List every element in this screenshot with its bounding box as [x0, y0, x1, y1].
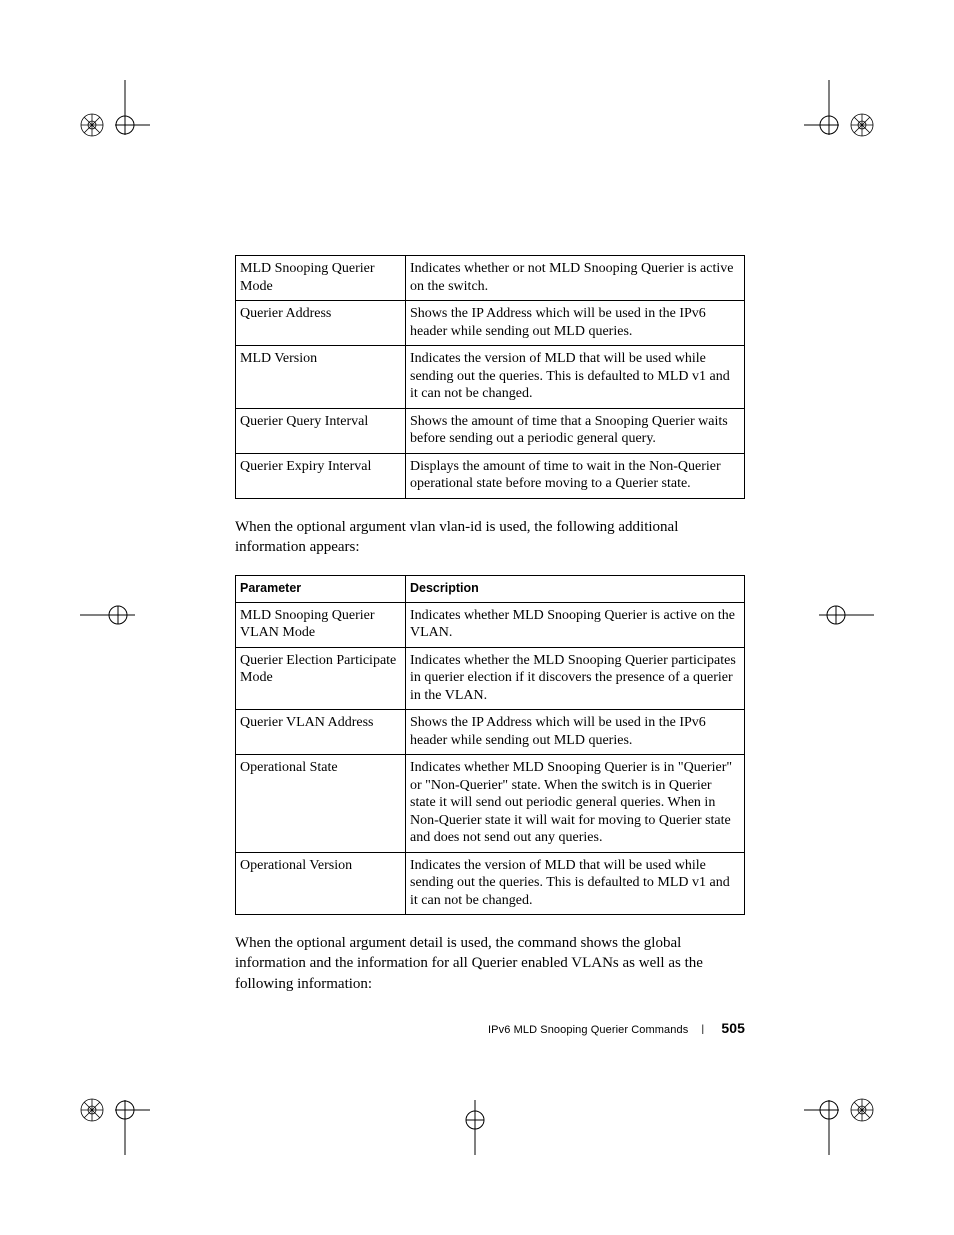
cell-desc: Shows the IP Address which will be used … [406, 710, 745, 755]
cell-desc: Indicates whether MLD Snooping Querier i… [406, 602, 745, 647]
table-row: MLD Version Indicates the version of MLD… [236, 346, 745, 409]
cell-desc: Shows the IP Address which will be used … [406, 301, 745, 346]
cell-desc: Shows the amount of time that a Snooping… [406, 408, 745, 453]
crop-mark-bottom-right [804, 1085, 874, 1155]
table-row: Querier VLAN Address Shows the IP Addres… [236, 710, 745, 755]
col-header-parameter: Parameter [236, 576, 406, 603]
crop-mark-top-left [80, 80, 150, 150]
table-row: MLD Snooping Querier Mode Indicates whet… [236, 256, 745, 301]
table-row: Querier Expiry Interval Displays the amo… [236, 453, 745, 498]
table-row: Operational State Indicates whether MLD … [236, 755, 745, 853]
cell-param: MLD Version [236, 346, 406, 409]
page-footer: IPv6 MLD Snooping Querier Commands | 505 [235, 1020, 745, 1036]
crop-mark-mid-left [80, 595, 135, 635]
cell-param: MLD Snooping Querier VLAN Mode [236, 602, 406, 647]
crop-mark-bottom-left [80, 1085, 150, 1155]
footer-page-number: 505 [721, 1020, 745, 1036]
cell-param: Operational State [236, 755, 406, 853]
paragraph-vlan-intro: When the optional argument vlan vlan-id … [235, 517, 745, 558]
cell-desc: Indicates whether MLD Snooping Querier i… [406, 755, 745, 853]
cell-param: Querier VLAN Address [236, 710, 406, 755]
table-row: MLD Snooping Querier VLAN Mode Indicates… [236, 602, 745, 647]
cell-param: Operational Version [236, 852, 406, 915]
paragraph-detail-intro: When the optional argument detail is use… [235, 933, 745, 994]
table-row: Operational Version Indicates the versio… [236, 852, 745, 915]
cell-desc: Indicates whether the MLD Snooping Queri… [406, 647, 745, 710]
col-header-description: Description [406, 576, 745, 603]
table-row: Querier Address Shows the IP Address whi… [236, 301, 745, 346]
crop-mark-top-right [804, 80, 874, 150]
table-row: Querier Election Participate Mode Indica… [236, 647, 745, 710]
page-content: MLD Snooping Querier Mode Indicates whet… [235, 255, 745, 1012]
crop-mark-mid-right [819, 595, 874, 635]
table-global-parameters: MLD Snooping Querier Mode Indicates whet… [235, 255, 745, 499]
cell-param: Querier Election Participate Mode [236, 647, 406, 710]
crop-mark-bottom-center [455, 1100, 495, 1155]
cell-desc: Indicates the version of MLD that will b… [406, 346, 745, 409]
cell-desc: Indicates the version of MLD that will b… [406, 852, 745, 915]
table-header-row: Parameter Description [236, 576, 745, 603]
cell-param: Querier Query Interval [236, 408, 406, 453]
cell-param: MLD Snooping Querier Mode [236, 256, 406, 301]
table-row: Querier Query Interval Shows the amount … [236, 408, 745, 453]
footer-section-title: IPv6 MLD Snooping Querier Commands [488, 1024, 688, 1036]
cell-param: Querier Address [236, 301, 406, 346]
table-vlan-parameters: Parameter Description MLD Snooping Queri… [235, 575, 745, 915]
footer-separator-icon: | [701, 1024, 704, 1035]
cell-desc: Indicates whether or not MLD Snooping Qu… [406, 256, 745, 301]
cell-desc: Displays the amount of time to wait in t… [406, 453, 745, 498]
cell-param: Querier Expiry Interval [236, 453, 406, 498]
